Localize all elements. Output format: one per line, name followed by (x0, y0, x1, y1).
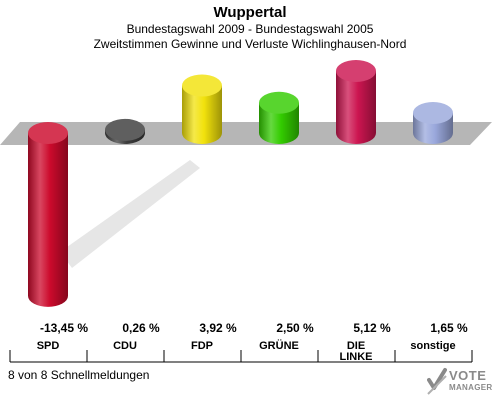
bar-spd-cap (28, 122, 68, 144)
category-label: DIE (347, 340, 365, 352)
logo-check-icon (427, 368, 447, 395)
logo-text-vote: VOTE (449, 368, 487, 383)
chart-subtitle-comparison: Bundestagswahl 2009 - Bundestagswahl 200… (126, 22, 374, 36)
value-label: 1,65 % (430, 321, 468, 335)
category-label: SPD (37, 340, 60, 352)
status-text: 8 von 8 Schnellmeldungen (8, 368, 150, 382)
bar-gruene-cap (259, 91, 299, 114)
category-label: LINKE (340, 351, 373, 363)
bar-shadow (60, 160, 200, 268)
bar-spd-body (28, 133, 68, 307)
category-label: FDP (191, 340, 213, 352)
value-label: 3,92 % (199, 321, 237, 335)
chart-title: Wuppertal (213, 4, 287, 21)
chart-subtitle-district: Zweitstimmen Gewinne und Verluste Wichli… (93, 37, 407, 51)
bar-spd (28, 122, 68, 307)
bar-sonstige-cap (413, 102, 453, 125)
bar-cdu-cap (105, 118, 145, 141)
category-label: GRÜNE (259, 339, 299, 352)
bar-fdp (182, 74, 222, 144)
value-label: 5,12 % (353, 321, 391, 335)
bar-die-linke-cap (336, 60, 376, 82)
value-label: -13,45 % (40, 321, 88, 335)
value-label: 2,50 % (276, 321, 314, 335)
category-label: CDU (113, 340, 137, 352)
category-label: sonstige (410, 340, 455, 352)
bar-gruene-body (259, 102, 299, 144)
bar-die-linke (336, 60, 376, 144)
bar-cdu (105, 118, 145, 144)
bar-fdp-body (182, 85, 222, 144)
bar-sonstige (413, 102, 453, 144)
bar-die-linke-body (336, 71, 376, 144)
value-label: 0,26 % (122, 321, 160, 335)
bar-gruene (259, 91, 299, 144)
bar-fdp-cap (182, 74, 222, 97)
logo-text-manager: MANAGER (449, 383, 493, 392)
votemanager-logo: VOTE MANAGER (427, 366, 497, 398)
